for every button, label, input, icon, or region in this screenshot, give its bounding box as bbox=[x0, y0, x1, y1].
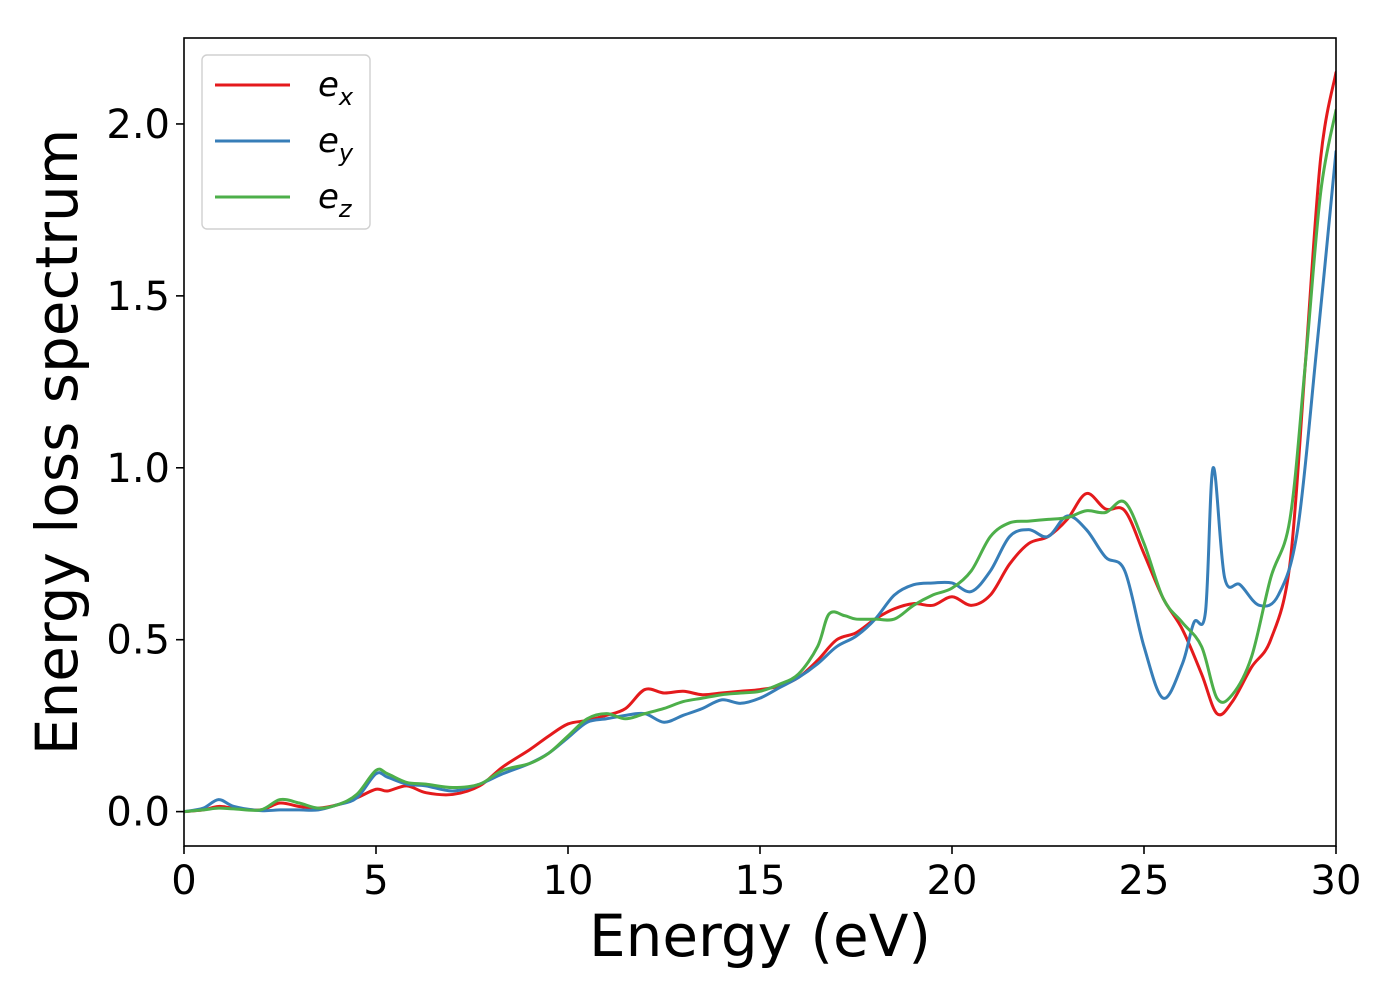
x-tick-label: 25 bbox=[1119, 858, 1170, 904]
x-axis-label: Energy (eV) bbox=[589, 902, 931, 970]
series-line-e-z bbox=[184, 108, 1336, 814]
legend-label-e-z: ez bbox=[318, 177, 353, 223]
y-tick-label: 1.0 bbox=[106, 446, 170, 492]
x-tick-label: 20 bbox=[927, 858, 978, 904]
series-layer bbox=[184, 70, 1336, 814]
x-tick-label: 5 bbox=[363, 858, 388, 904]
y-tick-label: 1.5 bbox=[106, 274, 170, 320]
legend-label-e-y: ey bbox=[318, 121, 354, 167]
y-axis: 0.0 0.5 1.0 1.5 2.0 bbox=[106, 102, 184, 836]
x-tick-label: 30 bbox=[1311, 858, 1362, 904]
y-tick-label: 2.0 bbox=[106, 102, 170, 148]
y-tick-label: 0.0 bbox=[106, 790, 170, 836]
legend: ex ey ez bbox=[201, 54, 371, 230]
x-tick-label: 0 bbox=[171, 858, 196, 904]
y-axis-label: Energy loss spectrum bbox=[23, 129, 91, 755]
y-tick-label: 0.5 bbox=[106, 618, 170, 664]
x-axis: 0 5 10 15 20 25 30 bbox=[171, 846, 1361, 904]
series-line-e-y bbox=[184, 149, 1336, 814]
x-tick-label: 10 bbox=[543, 858, 594, 904]
legend-label-e-x: ex bbox=[318, 65, 354, 111]
x-tick-label: 15 bbox=[735, 858, 786, 904]
